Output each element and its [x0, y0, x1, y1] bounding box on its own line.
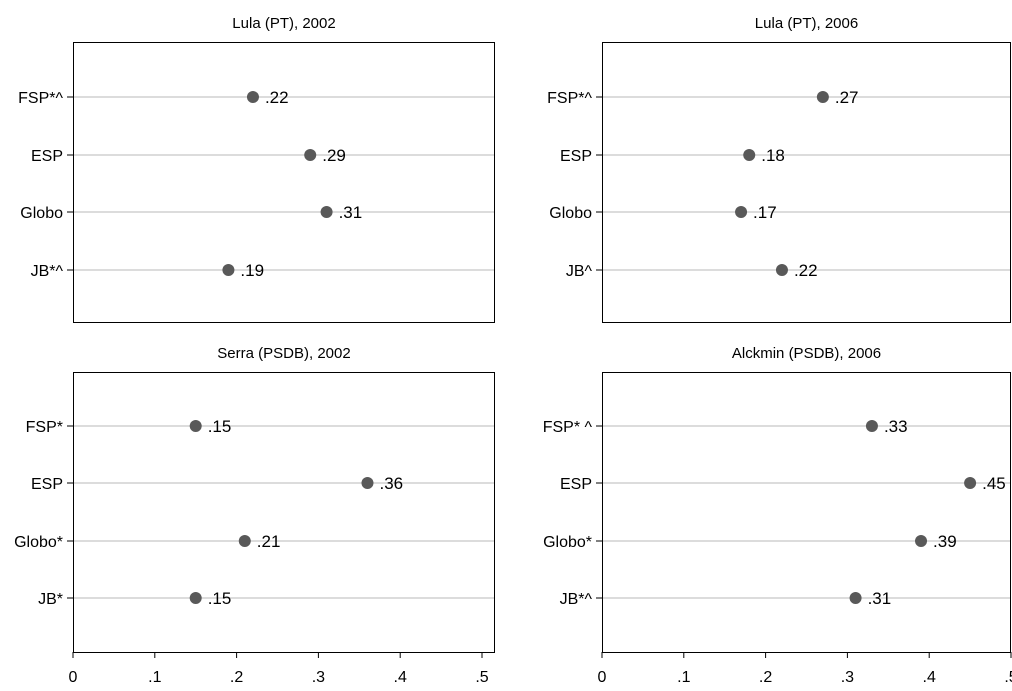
category-label: FSP* ^	[543, 419, 593, 436]
data-label: .15	[208, 589, 232, 608]
data-point	[775, 264, 788, 276]
x-tick-label: .5	[475, 669, 488, 686]
data-point	[865, 420, 878, 432]
data-label: .22	[265, 88, 289, 107]
category-label: Globo	[549, 205, 592, 222]
chart-panel-3: Serra (PSDB), 2002 FSP* ESP Globo* JB* .15 .36…	[14, 345, 495, 686]
x-tick-label: .1	[148, 669, 161, 686]
data-point	[964, 477, 977, 489]
plot-frame	[602, 372, 1011, 653]
category-label: FSP*^	[18, 90, 63, 107]
x-tick-label: .3	[841, 669, 854, 686]
plot-frame	[73, 372, 495, 653]
category-label: JB*^	[560, 591, 593, 608]
chart-panel-1: Lula (PT), 2002 FSP*^ ESP Globo JB*^ .22 .29 .3…	[18, 15, 495, 323]
data-point	[238, 535, 251, 547]
category-label: ESP	[31, 476, 63, 493]
category-label: ESP	[31, 148, 63, 165]
data-point	[915, 535, 928, 547]
category-label: JB^	[566, 263, 593, 280]
data-label: .18	[761, 146, 785, 165]
data-label: .22	[794, 261, 818, 280]
chart-panel-2: Lula (PT), 2006 FSP*^ ESP Globo JB^ .27 .18 .17…	[547, 15, 1011, 323]
data-label: .21	[257, 532, 281, 551]
x-tick-label: .2	[759, 669, 772, 686]
category-label: ESP	[560, 476, 592, 493]
x-tick-label: .5	[1004, 669, 1012, 686]
data-label: .15	[208, 417, 232, 436]
x-tick-label: 0	[598, 669, 607, 686]
data-point	[246, 91, 259, 103]
panel-title: Alckmin (PSDB), 2006	[732, 345, 881, 362]
data-label: .39	[933, 532, 957, 551]
panel-title: Lula (PT), 2002	[232, 15, 335, 32]
data-point	[743, 149, 756, 161]
category-label: Globo*	[14, 534, 63, 551]
x-tick-label: .4	[923, 669, 936, 686]
data-label: .31	[339, 203, 363, 222]
data-point	[735, 206, 748, 218]
category-label: ESP	[560, 148, 592, 165]
x-tick-label: 0	[69, 669, 78, 686]
data-point	[320, 206, 333, 218]
plot-frame	[602, 42, 1011, 323]
data-point	[189, 592, 202, 604]
data-point	[189, 420, 202, 432]
x-tick-label: .1	[677, 669, 690, 686]
data-point	[222, 264, 235, 276]
data-point	[304, 149, 317, 161]
data-label: .27	[835, 88, 859, 107]
plot-frame	[73, 42, 495, 323]
data-point	[849, 592, 862, 604]
data-label: .19	[240, 261, 264, 280]
category-label: FSP*	[26, 419, 63, 436]
category-label: JB*^	[31, 263, 64, 280]
data-label: .45	[982, 474, 1006, 493]
category-label: Globo	[20, 205, 63, 222]
category-label: JB*	[38, 591, 63, 608]
data-label: .36	[379, 474, 403, 493]
data-label: .33	[884, 417, 908, 436]
category-label: Globo*	[543, 534, 592, 551]
chart-panel-4: Alckmin (PSDB), 2006 FSP* ^ ESP Globo* JB*^.…	[543, 345, 1012, 686]
data-label: .31	[868, 589, 892, 608]
x-tick-label: .4	[394, 669, 407, 686]
data-label: .17	[753, 203, 777, 222]
data-label: .29	[322, 146, 346, 165]
data-point	[816, 91, 829, 103]
data-point	[361, 477, 374, 489]
category-label: FSP*^	[547, 90, 592, 107]
x-tick-label: .2	[230, 669, 243, 686]
x-tick-label: .3	[312, 669, 325, 686]
panel-title: Lula (PT), 2006	[755, 15, 858, 32]
panel-title: Serra (PSDB), 2002	[217, 345, 350, 362]
